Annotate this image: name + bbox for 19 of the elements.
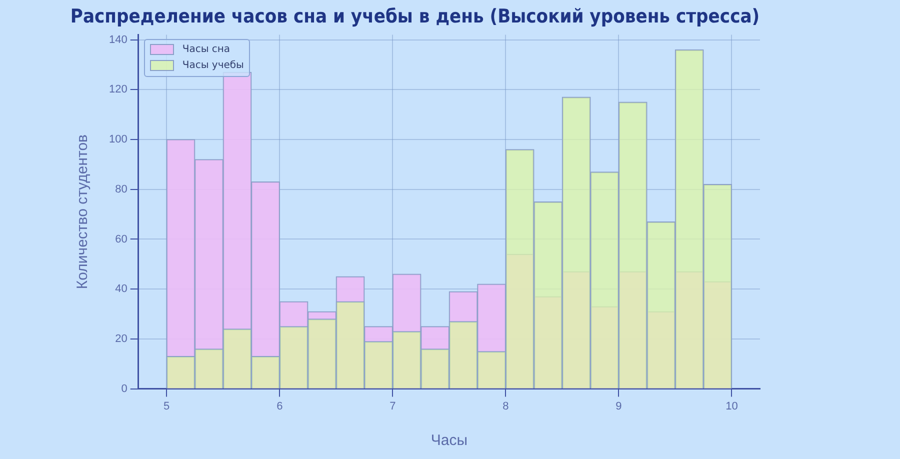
y-tick-label: 80 (115, 183, 128, 196)
x-tick-label: 6 (276, 400, 283, 412)
y-tick-label: 40 (115, 283, 128, 296)
legend-label: Часы учебы (182, 60, 244, 72)
x-tick-label: 8 (502, 400, 509, 412)
x-tick-label: 9 (616, 400, 622, 412)
x-tick-label: 10 (726, 400, 738, 412)
y-tick-label: 20 (115, 332, 128, 345)
y-tick-label: 140 (108, 34, 128, 46)
x-tick-label: 7 (390, 400, 396, 412)
x-axis-title: Часы (430, 432, 468, 450)
y-axis-title: Количество студентов (74, 134, 92, 290)
y-tick-label: 120 (108, 84, 128, 96)
y-tick-label: 0 (121, 382, 128, 395)
x-tick-label: 5 (164, 400, 170, 412)
y-tick-label: 100 (108, 134, 128, 146)
legend-label: Часы сна (182, 44, 230, 56)
chart-title: Распределение часов сна и учебы в день (Высокий уровень стресса) (70, 6, 760, 28)
y-tick-label: 60 (115, 233, 128, 246)
